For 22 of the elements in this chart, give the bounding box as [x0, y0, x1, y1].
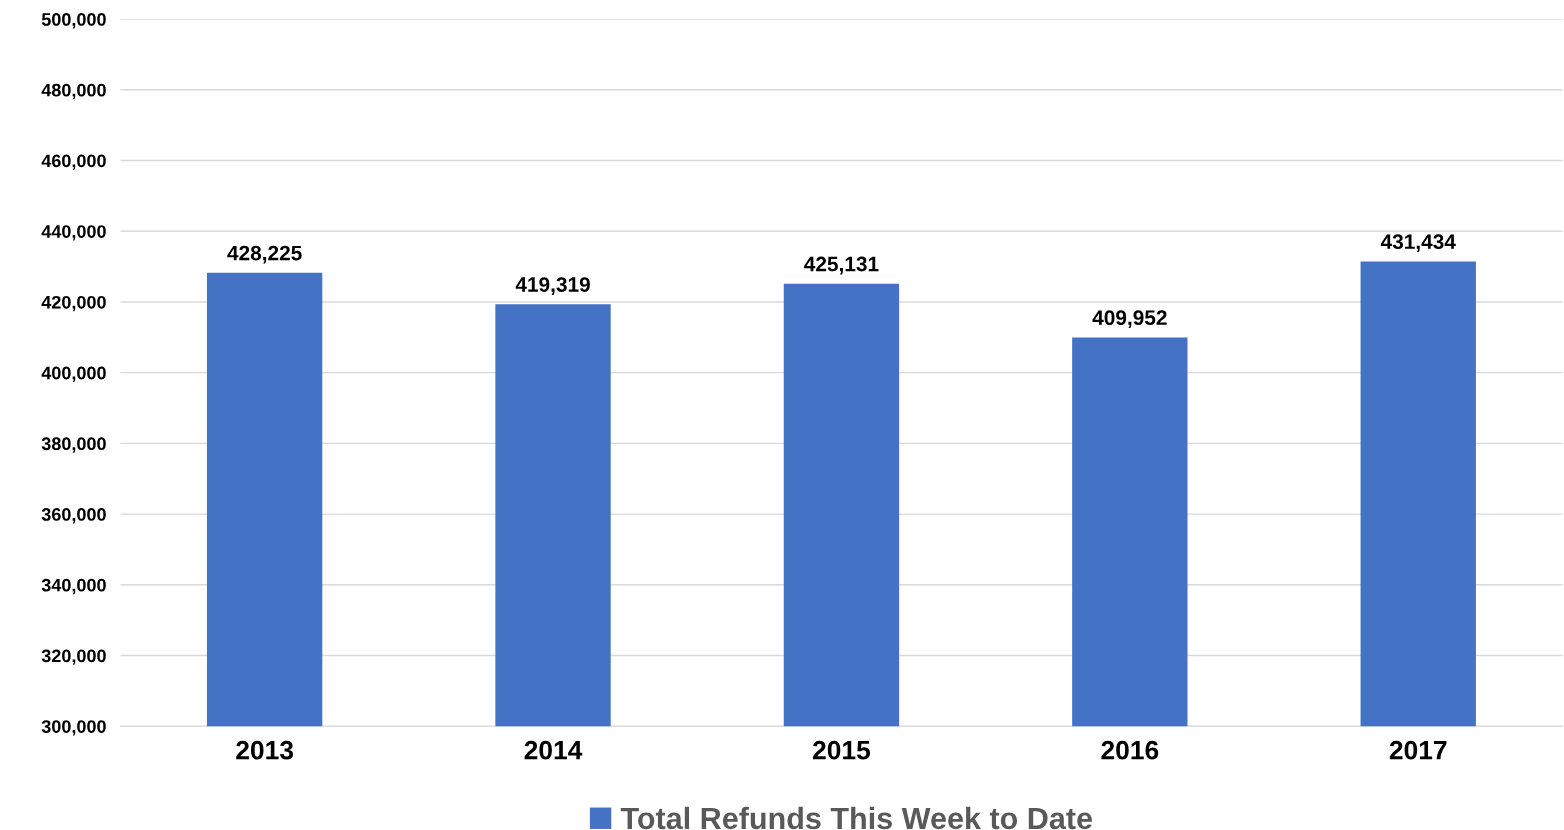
y-tick-label: 480,000: [41, 83, 106, 100]
y-tick-label: 320,000: [41, 649, 106, 665]
data-label: 431,434: [1380, 234, 1456, 253]
y-tick-label: 460,000: [41, 154, 106, 170]
data-label: 419,319: [515, 277, 590, 295]
x-tick-label: 2015: [813, 740, 871, 760]
x-tick-label: 2016: [1101, 740, 1159, 760]
y-tick-label: 400,000: [41, 366, 106, 383]
x-tick-label: 2013: [236, 740, 294, 760]
y-tick-label: 380,000: [41, 437, 106, 453]
data-label: 428,225: [227, 245, 302, 264]
y-tick-label: 500,000: [41, 13, 106, 29]
data-label: 409,952: [1092, 310, 1167, 329]
x-tick-label: 2014: [524, 740, 583, 760]
legend-label: Total Refunds This Week to Date: [620, 806, 1092, 830]
y-tick-label: 340,000: [41, 578, 106, 595]
data-label: 425,131: [804, 256, 879, 275]
y-tick-label: 300,000: [41, 720, 106, 736]
y-tick-label: 440,000: [41, 225, 106, 241]
y-tick-label: 360,000: [41, 508, 106, 524]
y-tick-label: 420,000: [41, 295, 106, 312]
x-tick-label: 2017: [1389, 740, 1447, 760]
